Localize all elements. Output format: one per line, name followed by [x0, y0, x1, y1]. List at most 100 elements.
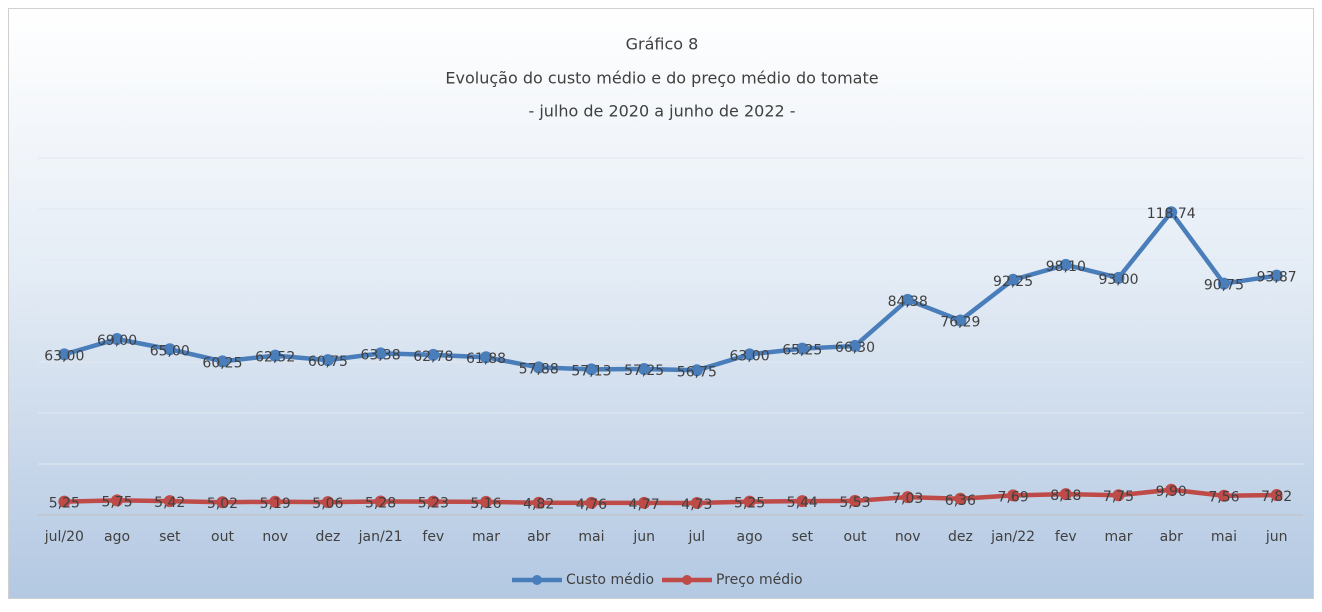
data-point: [1270, 489, 1283, 502]
x-tick-label: ago: [104, 529, 130, 545]
x-tick-label: mar: [472, 529, 500, 545]
data-label: 61,88: [466, 351, 506, 367]
data-point: [480, 351, 493, 364]
x-tick-label: mar: [1105, 529, 1133, 545]
x-tick-label: abr: [1160, 529, 1183, 545]
data-label: 60,75: [308, 354, 348, 370]
data-label: 5,28: [365, 496, 396, 512]
data-point: [321, 354, 334, 367]
data-point: [1270, 269, 1283, 282]
data-label: 84,38: [888, 294, 928, 310]
data-label: 5,42: [154, 495, 185, 511]
x-tick-label: out: [211, 529, 234, 545]
data-label: 7,75: [1103, 489, 1134, 505]
x-tick-label: set: [159, 529, 181, 545]
data-point: [269, 495, 282, 508]
data-label: 5,06: [312, 496, 343, 512]
legend-label: Custo médio: [566, 572, 654, 588]
data-point: [1112, 489, 1125, 502]
data-label: 63,00: [44, 348, 84, 364]
data-point: [848, 494, 861, 507]
data-label: 4,73: [681, 497, 712, 513]
data-point: [1165, 206, 1178, 219]
data-point: [163, 343, 176, 356]
data-label: 63,38: [361, 347, 401, 363]
x-tick-label: out: [844, 529, 867, 545]
data-label: 5,19: [260, 496, 291, 512]
data-point: [796, 495, 809, 508]
data-point: [1217, 489, 1230, 502]
x-tick-label: dez: [315, 529, 340, 545]
data-point: [954, 314, 967, 327]
data-point: [901, 293, 914, 306]
data-point: [532, 496, 545, 509]
data-label: 66,30: [835, 340, 875, 356]
data-label: 5,75: [101, 494, 132, 510]
data-label: 4,76: [576, 497, 607, 513]
data-point: [111, 333, 124, 346]
series-line: [64, 487, 1277, 506]
data-point: [374, 495, 387, 508]
data-label: 92,25: [993, 274, 1033, 290]
legend-marker: [682, 575, 692, 585]
data-label: 5,02: [207, 496, 238, 512]
data-label: 90,75: [1204, 278, 1244, 294]
data-point: [848, 339, 861, 352]
data-point: [321, 496, 334, 509]
data-label: 8,18: [1050, 488, 1081, 504]
x-tick-label: jun: [1265, 529, 1288, 545]
data-label: 98,10: [1046, 259, 1086, 275]
data-label: 5,23: [418, 496, 449, 512]
data-point: [743, 495, 756, 508]
data-label: 60,25: [202, 355, 242, 371]
x-tick-label: jul/20: [44, 529, 84, 545]
data-point: [480, 495, 493, 508]
data-point: [638, 363, 651, 376]
x-tick-label: jul: [688, 529, 706, 545]
x-tick-label: abr: [527, 529, 550, 545]
data-point: [954, 492, 967, 505]
x-tick-label: nov: [895, 529, 921, 545]
data-point: [1112, 271, 1125, 284]
x-tick-label: nov: [262, 529, 288, 545]
data-label: 62,78: [413, 349, 453, 365]
data-point: [901, 491, 914, 504]
data-point: [638, 496, 651, 509]
chart-title: Gráfico 8: [626, 35, 699, 54]
data-point: [269, 349, 282, 362]
legend-marker: [532, 575, 542, 585]
x-tick-label: fev: [1055, 529, 1077, 545]
data-point: [427, 495, 440, 508]
data-label: 57,88: [519, 361, 559, 377]
x-tick-label: jan/22: [990, 529, 1035, 545]
data-point: [743, 348, 756, 361]
data-label: 4,77: [629, 497, 660, 513]
x-tick-label: mai: [578, 529, 604, 545]
data-point: [163, 495, 176, 508]
chart-subtitle: Evolução do custo médio e do preço médio…: [445, 69, 878, 88]
chart-area: [8, 8, 1314, 599]
data-label: 69,00: [97, 333, 137, 349]
data-label: 62,52: [255, 350, 295, 366]
data-label: 93,87: [1257, 270, 1297, 286]
legend-label: Preço médio: [716, 572, 803, 588]
data-point: [1165, 483, 1178, 496]
data-label: 118,74: [1147, 206, 1196, 222]
data-label: 7,03: [892, 491, 923, 507]
data-point: [585, 496, 598, 509]
x-tick-label: dez: [948, 529, 973, 545]
x-tick-label: jun: [632, 529, 655, 545]
data-label: 57,25: [624, 363, 664, 379]
data-point: [1007, 273, 1020, 286]
x-tick-label: set: [792, 529, 814, 545]
data-point: [585, 363, 598, 376]
x-tick-label: fev: [422, 529, 444, 545]
data-point: [1007, 489, 1020, 502]
data-label: 57,13: [571, 363, 611, 379]
chart-subtitle: - julho de 2020 a junho de 2022 -: [528, 102, 795, 121]
data-point: [1217, 277, 1230, 290]
data-label: 4,82: [523, 497, 554, 513]
data-label: 7,69: [998, 489, 1029, 505]
data-point: [58, 495, 71, 508]
